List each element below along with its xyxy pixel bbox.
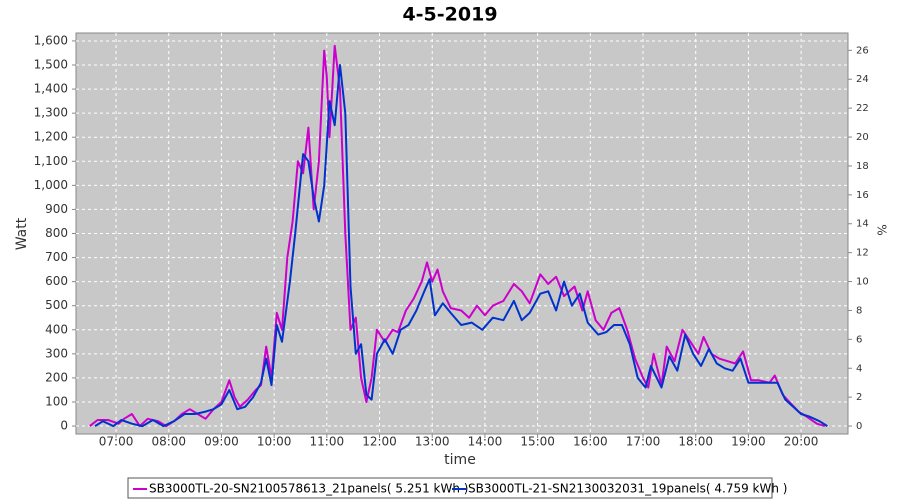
y2-tick-label: 6 <box>856 334 862 345</box>
y-tick-label: 900 <box>45 202 68 216</box>
chart-title: 4-5-2019 <box>402 4 497 26</box>
y-axis-label: Watt <box>14 217 30 250</box>
series-line <box>94 64 828 428</box>
legend-box <box>127 477 773 499</box>
x-tick-label: 20:00 <box>784 435 819 449</box>
x-tick-label: 12:00 <box>362 435 397 449</box>
y-tick-label: 1,400 <box>34 82 68 96</box>
x-tick-label: 16:00 <box>573 435 608 449</box>
y2-tick-label: 4 <box>856 363 862 374</box>
y2-tick-label: 2 <box>856 392 862 403</box>
y2-tick-label: 20 <box>856 132 869 143</box>
y-tick-label: 100 <box>45 394 68 408</box>
y2-tick-label: 26 <box>856 45 869 56</box>
x-tick-label: 10:00 <box>257 435 292 449</box>
y2-tick-label: 18 <box>856 161 869 172</box>
x-tick-label: 17:00 <box>626 435 661 449</box>
y2-tick-label: 14 <box>856 219 869 230</box>
y-tick-label: 1,300 <box>34 106 68 120</box>
y-tick-label: 0 <box>60 419 68 433</box>
x-axis-label: time <box>444 452 476 468</box>
y2-axis-label: % <box>875 224 889 235</box>
x-tick-label: 07:00 <box>99 435 134 449</box>
y-tick-label: 1,600 <box>34 33 68 47</box>
x-tick-label: 14:00 <box>468 435 503 449</box>
y-tick-label: 500 <box>45 298 68 312</box>
y-tick-label: 700 <box>45 250 68 264</box>
x-tick-label: 11:00 <box>310 435 345 449</box>
y2-tick-label: 12 <box>856 248 869 259</box>
x-tick-label: 19:00 <box>731 435 766 449</box>
y-tick-label: 200 <box>45 370 68 384</box>
y-tick-label: 300 <box>45 346 68 360</box>
y-tick-label: 1,200 <box>34 130 68 144</box>
y2-tick-label: 8 <box>856 305 862 316</box>
y2-tick-label: 0 <box>856 421 862 432</box>
legend-label: SB3000TL-21-SN2130032031_19panels( 4.759… <box>468 482 787 496</box>
y-tick-label: 1,100 <box>34 154 68 168</box>
y2-tick-label: 16 <box>856 190 869 201</box>
x-tick-label: 13:00 <box>415 435 450 449</box>
y2-tick-label: 22 <box>856 103 869 114</box>
legend-label: SB3000TL-20-SN2100578613_21panels( 5.251… <box>149 482 468 496</box>
y2-tick-label: 24 <box>856 74 869 85</box>
y-tick-label: 800 <box>45 226 68 240</box>
y-tick-label: 1,500 <box>34 58 68 72</box>
y-tick-label: 1,000 <box>34 178 68 192</box>
x-tick-label: 09:00 <box>204 435 239 449</box>
y2-tick-label: 10 <box>856 277 869 288</box>
y-tick-label: 600 <box>45 274 68 288</box>
x-tick-label: 15:00 <box>520 435 555 449</box>
series-line <box>89 44 826 428</box>
x-tick-label: 08:00 <box>151 435 186 449</box>
x-tick-label: 18:00 <box>678 435 713 449</box>
y-tick-label: 400 <box>45 322 68 336</box>
